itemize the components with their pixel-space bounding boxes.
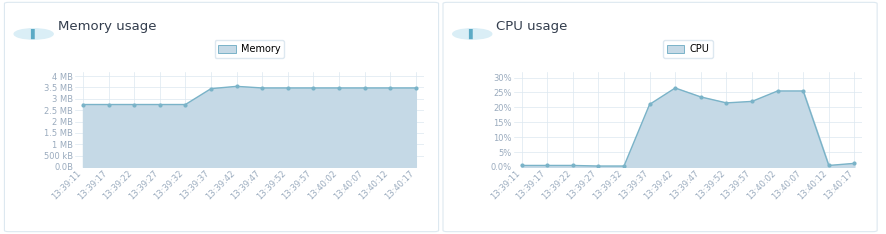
Text: ▌: ▌	[30, 29, 37, 39]
Text: Memory usage: Memory usage	[58, 20, 156, 33]
Text: CPU usage: CPU usage	[496, 20, 568, 33]
Text: ▌: ▌	[469, 29, 476, 39]
Legend: Memory: Memory	[214, 40, 284, 58]
Legend: CPU: CPU	[663, 40, 713, 58]
